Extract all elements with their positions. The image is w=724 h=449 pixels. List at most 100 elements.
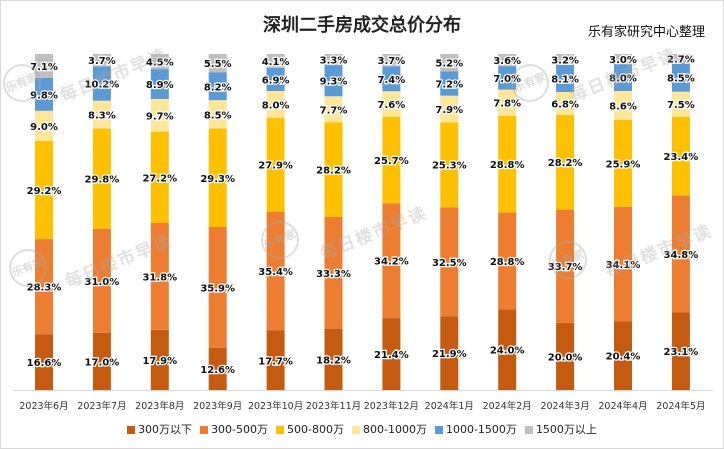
- data-label: 3.3%: [320, 56, 348, 67]
- data-label: 29.2%: [27, 186, 62, 197]
- legend-label: 300-500万: [211, 423, 269, 436]
- bar-segment: [671, 312, 690, 390]
- bar-segment: [150, 54, 169, 70]
- data-label: 5.5%: [204, 59, 232, 70]
- data-label: 21.9%: [432, 349, 467, 360]
- bar-segment: [498, 66, 517, 90]
- data-label: 3.7%: [88, 56, 116, 67]
- data-label: 28.8%: [490, 257, 525, 268]
- data-label: 31.0%: [85, 277, 120, 288]
- data-label: 7.7%: [320, 105, 348, 116]
- data-label: 28.8%: [490, 160, 525, 171]
- data-label: 3.2%: [551, 55, 579, 66]
- legend-label: 500-800万: [287, 423, 344, 436]
- data-label: 28.2%: [548, 158, 583, 169]
- data-label: 7.9%: [435, 105, 463, 116]
- x-tick-label: 2024年5月: [656, 400, 705, 412]
- bar-segment: [498, 89, 517, 116]
- data-label: 3.6%: [493, 56, 521, 67]
- bar-segment: [324, 65, 343, 97]
- data-label: 28.3%: [27, 283, 62, 294]
- bar-segment: [671, 63, 690, 92]
- data-label: 24.0%: [490, 346, 525, 357]
- bar-segment: [92, 54, 111, 67]
- legend-swatch: [127, 426, 136, 434]
- data-label: 25.3%: [432, 161, 467, 172]
- data-label: 8.3%: [88, 111, 116, 122]
- data-label: 20.0%: [548, 352, 583, 363]
- data-label: 7.5%: [667, 100, 695, 111]
- bar-segment: [671, 54, 690, 64]
- bar-segment: [92, 332, 111, 390]
- x-tick-label: 2023年7月: [77, 400, 126, 412]
- data-label: 7.6%: [378, 100, 406, 111]
- x-tick-label: 2023年12月: [364, 400, 419, 412]
- bar-segment: [440, 54, 459, 72]
- legend-label: 1500万以上: [535, 423, 597, 436]
- bar-segment: [614, 64, 632, 91]
- bar-segment: [35, 110, 53, 141]
- legend-label: 800-1000万: [363, 423, 427, 436]
- data-label: 7.0%: [493, 74, 521, 85]
- bar-segment: [35, 77, 53, 111]
- bar-segment: [266, 211, 285, 331]
- data-label: 9.0%: [30, 122, 58, 133]
- data-label: 6.8%: [551, 99, 579, 110]
- bar-segment: [556, 209, 575, 323]
- bar-segment: [382, 318, 401, 390]
- data-label: 8.1%: [551, 74, 579, 85]
- legend-swatch: [200, 426, 209, 434]
- bar-segment: [382, 91, 401, 117]
- chart-legend: 300万以下 300-500万 500-800万 800-1000万 1000-1500…: [1, 421, 723, 437]
- bar-segment: [150, 131, 169, 223]
- data-label: 32.5%: [432, 258, 467, 269]
- bar-segment: [266, 54, 285, 68]
- bar-segment: [324, 96, 343, 123]
- bar-segment: [150, 69, 169, 99]
- legend-swatch: [276, 426, 285, 434]
- bar-segment: [92, 66, 111, 101]
- legend-item: 800-1000万: [352, 421, 427, 437]
- x-tick-label: 2023年6月: [19, 400, 68, 412]
- bar-segment: [498, 54, 517, 67]
- bar-segment: [324, 328, 343, 390]
- bar-segment: [556, 92, 575, 115]
- x-tick-label: 2023年10月: [248, 400, 303, 412]
- legend-item: 1000-1500万: [434, 421, 517, 437]
- x-tick-label: 2024年3月: [540, 400, 589, 412]
- bar-segment: [614, 206, 632, 322]
- bar-segment: [614, 321, 632, 390]
- data-label: 17.7%: [258, 356, 293, 367]
- data-label: 5.2%: [435, 59, 463, 70]
- bar-segment: [498, 212, 517, 310]
- legend-item: 1500万以上: [524, 421, 597, 437]
- data-label: 33.7%: [548, 262, 583, 273]
- data-label: 25.9%: [606, 159, 641, 170]
- bar-segment: [440, 316, 459, 390]
- data-label: 10.2%: [85, 80, 120, 91]
- legend-swatch: [434, 426, 443, 434]
- bar-segment: [498, 115, 517, 213]
- data-label: 27.2%: [142, 173, 177, 184]
- x-tick-label: 2024年2月: [483, 400, 532, 412]
- bar-segment: [440, 122, 459, 208]
- bar-segment: [208, 100, 227, 129]
- bar-segment: [92, 228, 111, 333]
- data-label: 20.4%: [606, 352, 641, 363]
- data-label: 7.2%: [435, 80, 463, 91]
- bar-segment: [556, 64, 575, 92]
- bar-segment: [671, 195, 690, 313]
- legend-item: 300万以下: [127, 421, 192, 437]
- data-label: 17.0%: [85, 357, 120, 368]
- bar-segment: [440, 207, 459, 317]
- bar-segment: [35, 54, 53, 78]
- data-label: 29.3%: [200, 174, 235, 185]
- bar-segment: [382, 116, 401, 204]
- data-label: 9.3%: [320, 77, 348, 88]
- data-label: 2.7%: [667, 55, 695, 66]
- x-tick-label: 2023年11月: [306, 400, 361, 412]
- bar-segment: [324, 217, 343, 329]
- data-label: 9.8%: [30, 90, 58, 101]
- data-label: 31.8%: [142, 272, 177, 283]
- data-label: 34.2%: [374, 257, 409, 268]
